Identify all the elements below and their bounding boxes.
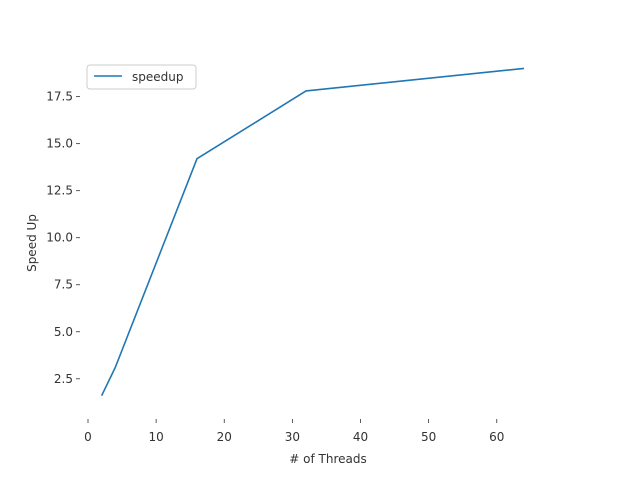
y-tick-label: 15.0 [46,137,73,151]
legend: speedup [87,65,196,89]
y-tick-label: 12.5 [46,184,73,198]
x-tick-label: 20 [217,430,232,444]
y-tick-label: 5.0 [54,325,73,339]
x-tick-label: 30 [285,430,300,444]
x-tick-label: 10 [148,430,163,444]
y-tick-label: 17.5 [46,90,73,104]
x-tick-label: 60 [489,430,504,444]
y-axis: 2.5 5.0 7.5 10.0 12.5 15.0 17.5 [46,90,80,386]
legend-label-speedup: speedup [132,70,183,84]
plot-area [102,68,524,395]
y-axis-label: Speed Up [25,214,39,272]
y-tick-label: 10.0 [46,231,73,245]
x-tick-label: 50 [421,430,436,444]
series-line-speedup [102,68,524,395]
x-axis: 0 10 20 30 40 50 60 [84,419,504,444]
x-tick-label: 0 [84,430,92,444]
x-tick-label: 40 [353,430,368,444]
y-tick-label: 2.5 [54,372,73,386]
y-tick-label: 7.5 [54,278,73,292]
x-axis-label: # of Threads [289,452,366,466]
